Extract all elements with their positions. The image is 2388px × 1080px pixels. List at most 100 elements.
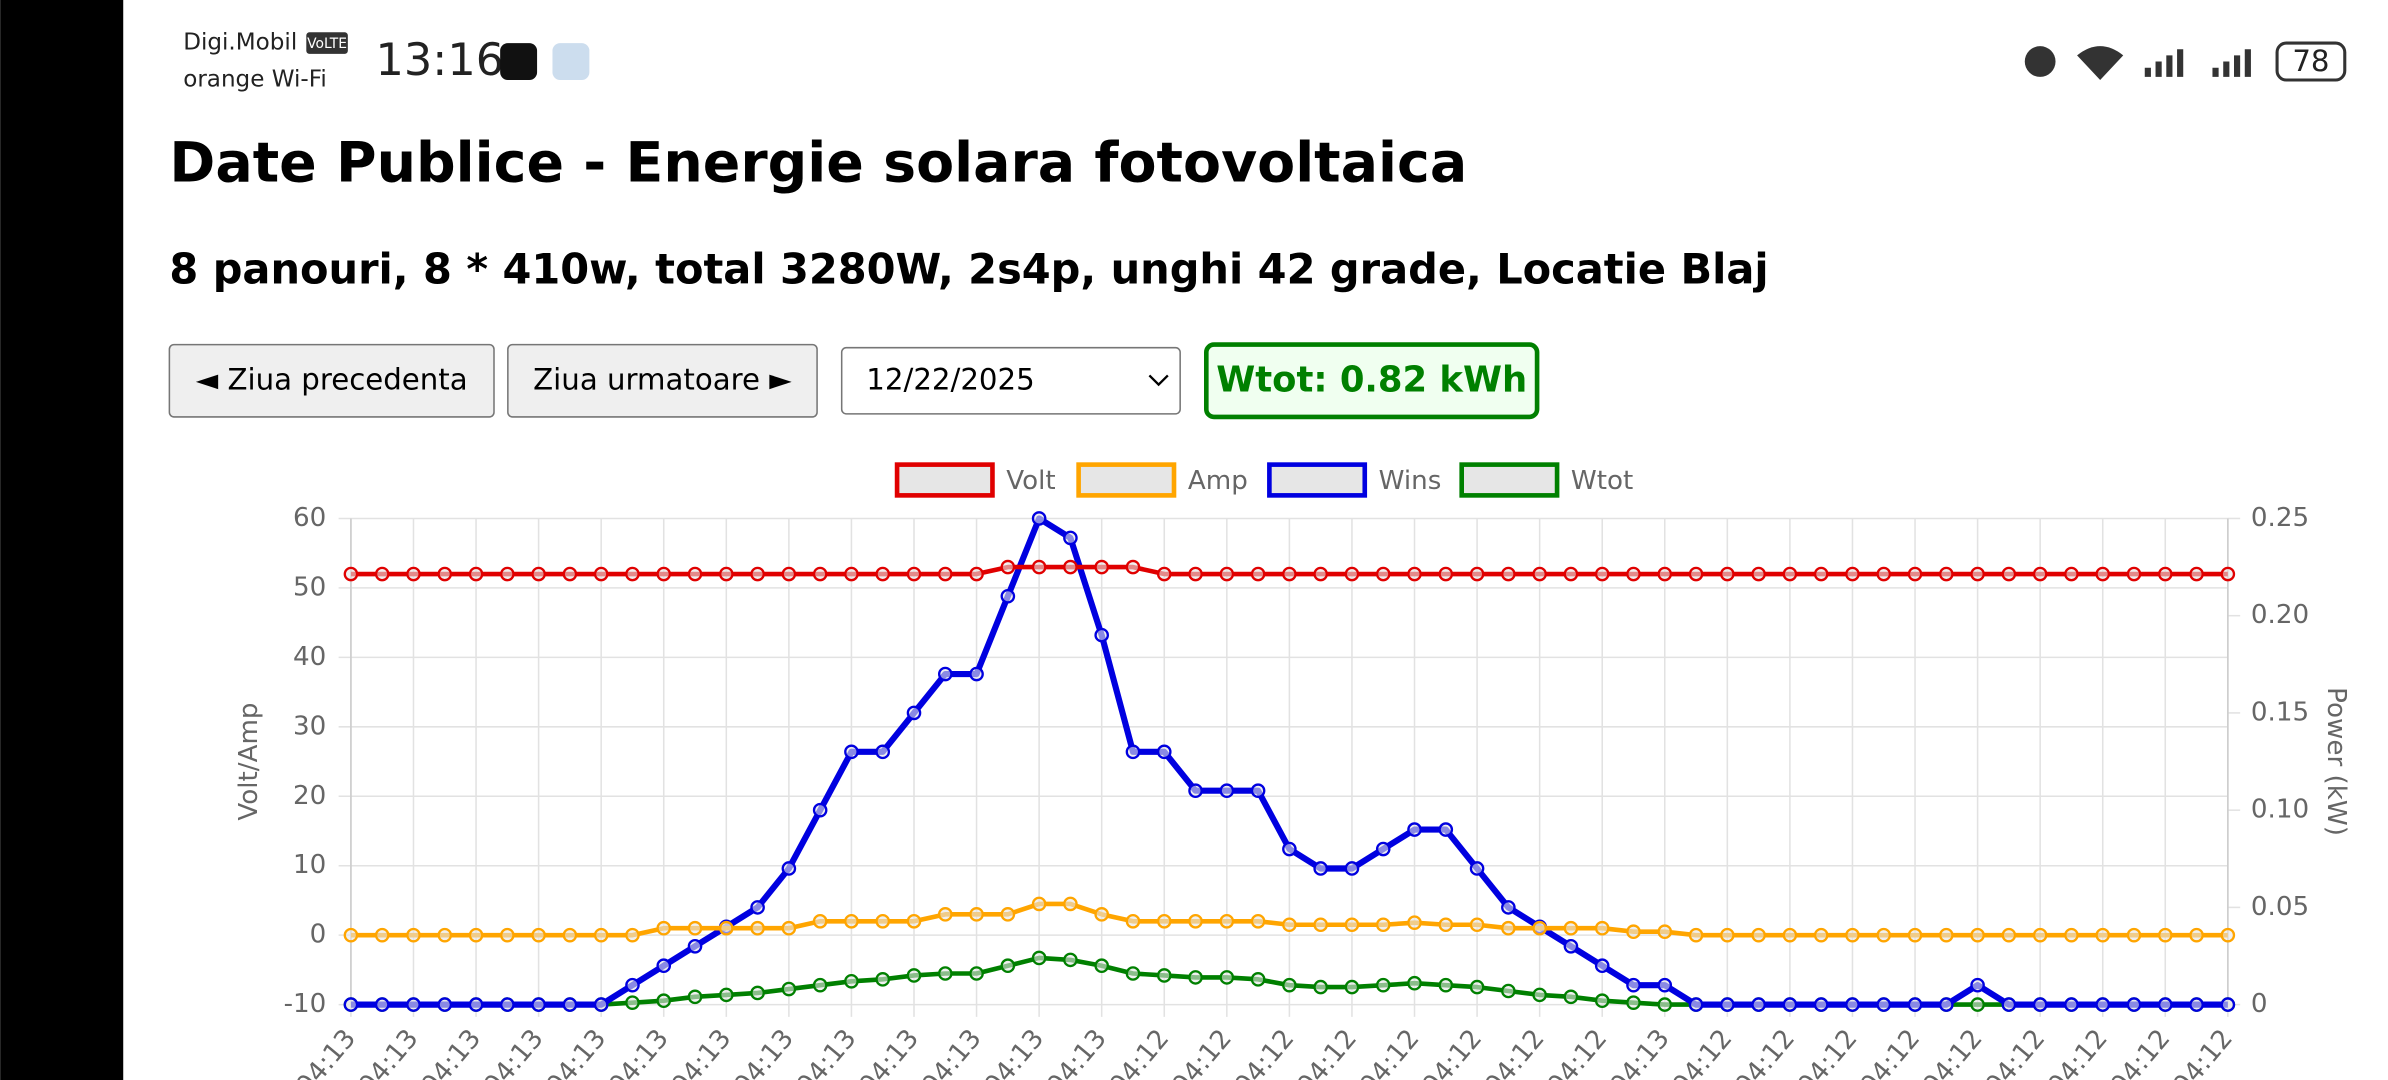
data-point bbox=[906, 705, 922, 721]
data-point bbox=[781, 566, 797, 582]
x-tick-label: 04:12 bbox=[1292, 1024, 1363, 1080]
data-point bbox=[1939, 997, 1954, 1012]
total-energy: Wtot: 0.82 kWh bbox=[1216, 360, 1527, 401]
data-point bbox=[1469, 917, 1485, 933]
data-point bbox=[531, 927, 546, 943]
data-point bbox=[1970, 927, 1985, 943]
data-point bbox=[2189, 566, 2204, 582]
legend-swatch[interactable] bbox=[1459, 462, 1560, 498]
data-point bbox=[1407, 566, 1422, 582]
data-point bbox=[1501, 566, 1516, 582]
signal-icon bbox=[2144, 49, 2251, 77]
data-point bbox=[1626, 924, 1641, 939]
app-icon bbox=[552, 43, 590, 80]
x-tick-label: 04:13 bbox=[416, 1024, 487, 1080]
data-point bbox=[1000, 559, 1016, 575]
data-point bbox=[1594, 566, 1610, 582]
data-point bbox=[625, 566, 640, 582]
y2-tick-label: 0.05 bbox=[2251, 892, 2309, 922]
prev-label[interactable]: ◄ Ziua precedenta bbox=[196, 363, 468, 397]
data-point bbox=[1063, 559, 1078, 575]
data-point bbox=[1375, 917, 1391, 933]
legend-swatch[interactable] bbox=[894, 462, 995, 498]
data-point bbox=[406, 927, 421, 943]
data-point bbox=[2032, 927, 2048, 943]
data-point bbox=[1469, 566, 1485, 582]
data-point bbox=[719, 920, 734, 936]
data-point bbox=[844, 744, 859, 760]
data-point bbox=[1000, 958, 1016, 974]
next-button[interactable] bbox=[507, 343, 818, 418]
data-point bbox=[875, 566, 891, 582]
data-point bbox=[593, 927, 609, 943]
data-point bbox=[1438, 566, 1454, 582]
data-point bbox=[1907, 927, 1923, 943]
legend-label: Wtot bbox=[1571, 466, 1633, 496]
data-point bbox=[343, 927, 359, 943]
data-point bbox=[562, 927, 578, 943]
date-select[interactable] bbox=[840, 346, 1181, 415]
data-point bbox=[1782, 927, 1798, 943]
data-point bbox=[750, 566, 765, 582]
data-point bbox=[1532, 920, 1547, 936]
data-point bbox=[1000, 588, 1016, 604]
legend-swatch[interactable] bbox=[1076, 462, 1177, 498]
legend-label: Volt bbox=[1006, 466, 1055, 496]
x-tick-label: 04:12 bbox=[1792, 1024, 1863, 1080]
data-point bbox=[969, 907, 984, 922]
data-point bbox=[1094, 958, 1110, 974]
data-point bbox=[1094, 559, 1110, 575]
data-point bbox=[500, 927, 515, 943]
data-point bbox=[1501, 900, 1516, 915]
data-point bbox=[1657, 924, 1673, 939]
data-point bbox=[625, 995, 640, 1010]
page-subtitle: 8 panouri, 8 * 410w, total 3280W, 2s4p, … bbox=[169, 244, 1768, 293]
data-point bbox=[1156, 913, 1172, 929]
data-point bbox=[656, 920, 672, 936]
x-tick-label: 04:13 bbox=[353, 1024, 424, 1080]
data-point bbox=[656, 566, 672, 582]
y2-tick-label: 0 bbox=[2251, 989, 2268, 1019]
data-point bbox=[781, 920, 797, 936]
prev-button[interactable] bbox=[168, 343, 495, 418]
x-tick-label: 04:13 bbox=[603, 1024, 674, 1080]
y-tick-label: -10 bbox=[284, 989, 327, 1019]
data-point bbox=[1657, 566, 1673, 582]
app-icon bbox=[500, 43, 538, 80]
data-point bbox=[374, 927, 390, 943]
data-point bbox=[500, 997, 515, 1012]
data-point bbox=[406, 997, 421, 1012]
data-point bbox=[1219, 913, 1235, 929]
data-point bbox=[687, 920, 703, 936]
data-point bbox=[1720, 566, 1735, 582]
data-point bbox=[1156, 744, 1172, 760]
data-point bbox=[2001, 997, 2017, 1012]
data-point bbox=[1313, 917, 1328, 933]
next-label[interactable]: Ziua urmatoare ► bbox=[533, 363, 792, 397]
data-point bbox=[1188, 970, 1203, 985]
data-point bbox=[906, 566, 922, 582]
data-point bbox=[1563, 920, 1579, 936]
data-point bbox=[1626, 995, 1641, 1010]
data-point bbox=[1688, 927, 1704, 943]
data-point bbox=[2095, 997, 2111, 1012]
y-tick-label: 20 bbox=[293, 781, 326, 811]
legend-swatch[interactable] bbox=[1267, 462, 1368, 498]
chart: -10 0 10 20 30 40 50 60 0 0.05 0.10 0.15 0.20 0.25 04:… bbox=[234, 462, 2351, 1080]
data-point bbox=[562, 997, 578, 1012]
data-point bbox=[1438, 917, 1454, 933]
data-point bbox=[1282, 917, 1297, 933]
y2-tick-label: 0.15 bbox=[2251, 697, 2309, 727]
page-title: Date Publice - Energie solara fotovoltai… bbox=[169, 131, 1467, 195]
x-tick-label: 04:13 bbox=[1041, 1024, 1112, 1080]
data-point bbox=[719, 987, 734, 1003]
data-point bbox=[1063, 896, 1078, 912]
x-tick-label: 04:12 bbox=[1667, 1024, 1738, 1080]
date-value[interactable]: 12/22/2025 bbox=[866, 363, 1034, 397]
x-tick-label: 04:13 bbox=[916, 1024, 987, 1080]
y-tick-label: 10 bbox=[293, 850, 326, 880]
x-tick-label: 04:13 bbox=[729, 1024, 800, 1080]
data-point bbox=[1563, 938, 1579, 954]
data-point bbox=[1282, 977, 1297, 993]
data-point bbox=[1939, 927, 1954, 943]
